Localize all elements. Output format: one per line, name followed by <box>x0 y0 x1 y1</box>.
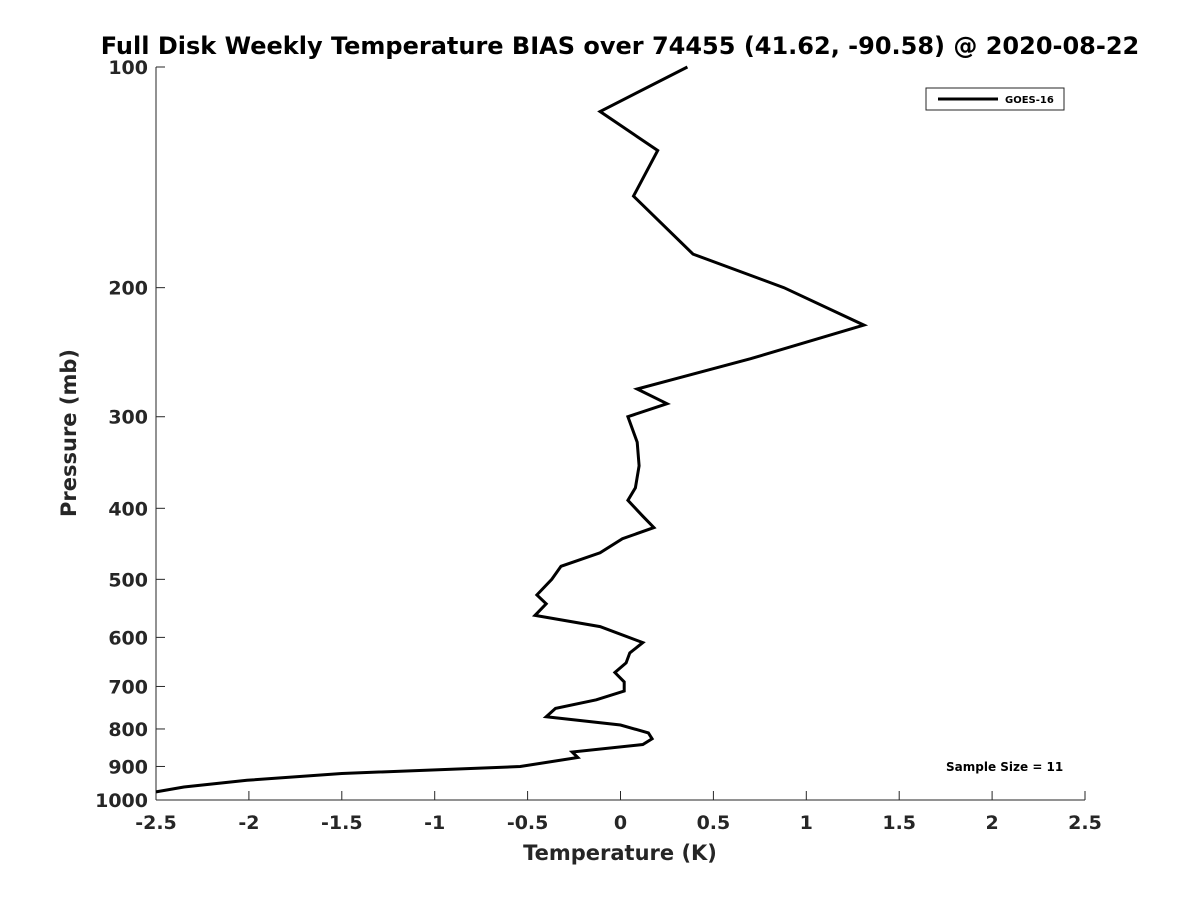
x-tick-label: -2 <box>238 812 259 834</box>
y-tick-label: 1000 <box>95 790 148 812</box>
y-tick-label: 500 <box>108 569 148 591</box>
plot-area: -2.5 -2 -1.5 -1 -0.5 0 0.5 1 1.5 2 2.5 100 200 300 40… <box>95 57 1102 834</box>
sample-size-annotation: Sample Size = 11 <box>946 760 1063 774</box>
x-tick-label: 2.5 <box>1068 812 1102 834</box>
x-tick-label: -1.5 <box>321 812 363 834</box>
series-line-goes-16 <box>155 65 869 794</box>
y-tick-label: 800 <box>108 719 148 741</box>
y-tick-label: 200 <box>108 278 148 300</box>
x-tick-label: 2 <box>985 812 998 834</box>
y-tick-label: 700 <box>108 676 148 698</box>
series-layer <box>155 65 869 794</box>
chart-title: Full Disk Weekly Temperature BIAS over 7… <box>101 32 1140 60</box>
x-tick-label: 0 <box>614 812 627 834</box>
y-tick-label: 600 <box>108 627 148 649</box>
x-ticks: -2.5 -2 -1.5 -1 -0.5 0 0.5 1 1.5 2 2.5 <box>135 791 1102 834</box>
x-tick-label: 1 <box>800 812 813 834</box>
legend-label-goes-16: GOES-16 <box>1005 95 1054 106</box>
y-tick-label: 400 <box>108 498 148 520</box>
y-ticks: 100 200 300 400 500 600 700 800 900 1000 <box>95 57 165 812</box>
x-tick-label: 1.5 <box>882 812 916 834</box>
x-tick-label: -2.5 <box>135 812 177 834</box>
x-tick-label: -0.5 <box>507 812 549 834</box>
x-tick-label: 0.5 <box>697 812 731 834</box>
y-tick-label: 100 <box>108 57 148 79</box>
y-tick-label: 300 <box>108 407 148 429</box>
y-axis-label: Pressure (mb) <box>57 349 81 517</box>
x-tick-label: -1 <box>424 812 445 834</box>
y-tick-label: 900 <box>108 756 148 778</box>
legend: GOES-16 <box>925 87 1065 111</box>
x-axis-label: Temperature (K) <box>523 841 717 865</box>
